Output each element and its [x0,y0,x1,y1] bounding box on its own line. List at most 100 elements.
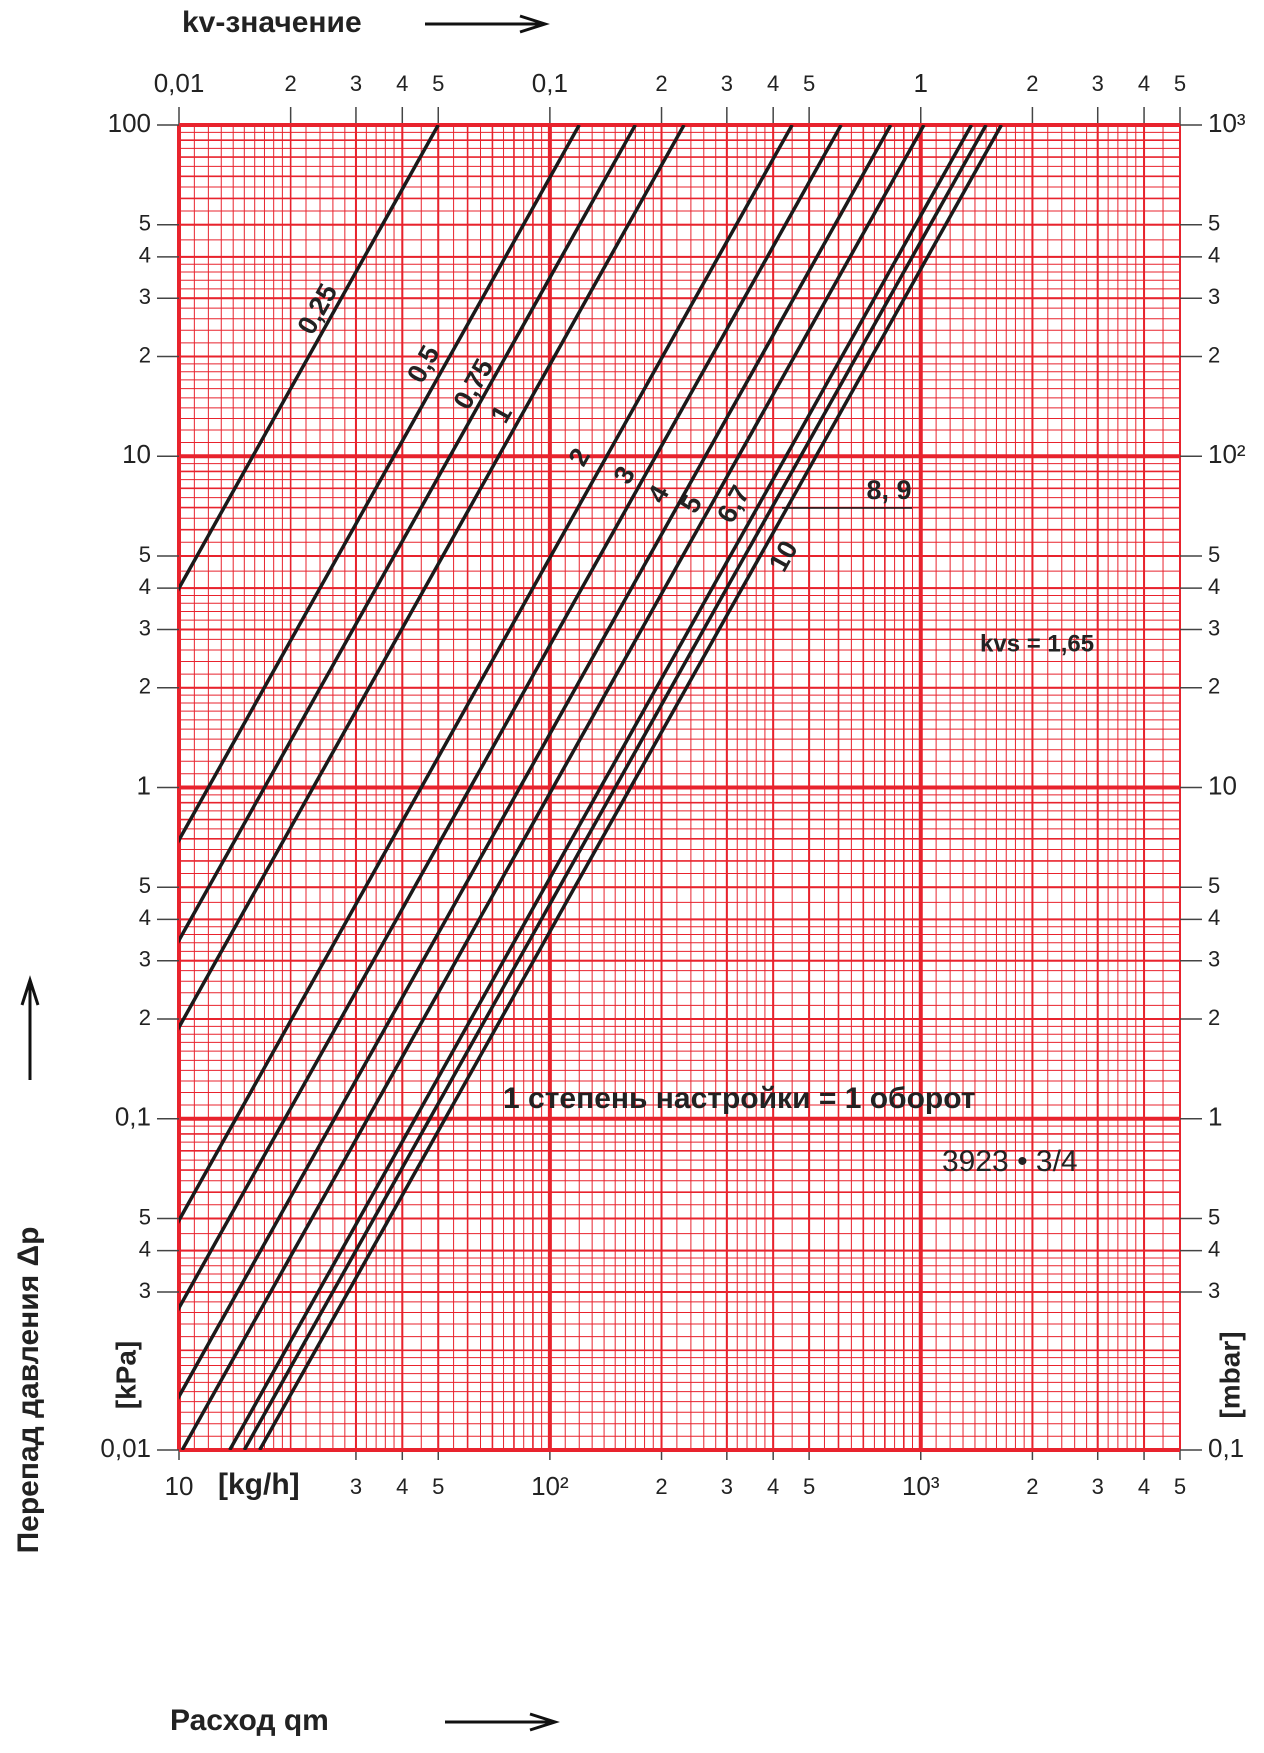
y2-tick-label: 4 [1208,574,1220,599]
y-tick-label: 4 [139,574,151,599]
curves [179,125,1003,1450]
x2-tick-label: 4 [1138,71,1150,96]
x-tick-label: 10² [531,1471,569,1501]
x-tick-label: 2 [655,1474,667,1499]
y2-tick-label: 10 [1208,770,1237,800]
x2-tick-label: 4 [767,71,779,96]
y2-tick-label: 3 [1208,1278,1220,1303]
y2-tick-label: 2 [1208,342,1220,367]
x-tick-label: 5 [432,1474,444,1499]
kv-line [179,125,581,844]
y-tick-label: 5 [139,211,151,236]
y2-tick-label: 2 [1208,1005,1220,1030]
y2-tick-label: 5 [1208,211,1220,236]
y2-tick-label: 10³ [1208,108,1246,138]
x2-tick-label: 0,1 [532,68,568,98]
y-unit: [kPa] [110,1341,141,1409]
x-tick-label: 10 [165,1471,194,1501]
kv-line [242,125,988,1450]
kv-line [228,125,973,1450]
y-tick-label: 5 [139,542,151,567]
y-tick-label: 4 [139,905,151,930]
y2-tick-label: 5 [1208,873,1220,898]
x2-tick-label: 1 [914,68,928,98]
y2-tick-label: 3 [1208,284,1220,309]
x-axis-label: Расход qm [170,1704,329,1737]
kv-line [179,125,794,1224]
kv-line [179,125,637,944]
y-tick-label: 5 [139,1204,151,1229]
x2-axis-label: kv-значение [182,6,362,39]
y-tick-label: 5 [139,873,151,898]
x-tick-label: 3 [1092,1474,1104,1499]
x2-tick-label: 3 [350,71,362,96]
grid: 10 3 4 5 10² 2 3 4 5 10³ 2 3 4 50,01 2 3 4 5 0,1 2 3 4 5 1 2 3 4 51… [100,68,1246,1501]
y2-tick-label: 4 [1208,905,1220,930]
y2-tick-label: 0,1 [1208,1433,1244,1463]
y2-unit: [mbar] [1214,1331,1245,1418]
x-tick-label: 2 [1026,1474,1038,1499]
annotation: 1 степень настройки = 1 оборот [503,1082,976,1115]
y-tick-label: 2 [139,342,151,367]
x-tick-label: 10³ [902,1471,940,1501]
x-tick-label: 4 [396,1474,408,1499]
y-tick-label: 0,01 [100,1433,151,1463]
x2-tick-label: 0,01 [154,68,205,98]
line-label: 4 [642,480,676,508]
y2-tick-label: 5 [1208,1204,1220,1229]
y-tick-label: 100 [108,108,151,138]
kv-line [179,125,843,1312]
arrow [445,1712,560,1732]
y2-tick-label: 3 [1208,947,1220,972]
x2-tick-label: 5 [803,71,815,96]
x2-tick-label: 5 [1174,71,1186,96]
annotation: 3923 • 3/4 [942,1145,1078,1178]
y2-tick-label: 2 [1208,674,1220,699]
kv-line [180,125,926,1450]
y-tick-label: 2 [139,674,151,699]
x2-tick-label: 2 [285,71,297,96]
line-label: 1 [485,400,519,428]
x-unit: [kg/h] [218,1468,300,1501]
x-tick-label: 4 [1138,1474,1150,1499]
x2-tick-label: 2 [655,71,667,96]
kv-line [179,125,686,1031]
y-tick-label: 3 [139,615,151,640]
x2-tick-label: 2 [1026,71,1038,96]
arrow [20,975,40,1080]
line-label: 8, 9 [866,475,911,505]
x-tick-label: 3 [350,1474,362,1499]
x-tick-label: 5 [803,1474,815,1499]
line-label: 3 [608,461,642,489]
x2-tick-label: 4 [396,71,408,96]
y2-tick-label: 4 [1208,243,1220,268]
y2-tick-label: 1 [1208,1102,1222,1132]
y-tick-label: 3 [139,947,151,972]
kv-line [179,125,893,1400]
y-tick-label: 1 [137,770,151,800]
y-tick-label: 2 [139,1005,151,1030]
x2-tick-label: 3 [1092,71,1104,96]
annotation: kvs = 1,65 [980,630,1094,657]
x-tick-label: 4 [767,1474,779,1499]
y-tick-label: 4 [139,1236,151,1261]
kv-line [258,125,1003,1450]
kv-line [179,125,440,592]
y2-tick-label: 3 [1208,615,1220,640]
x-tick-label: 3 [721,1474,733,1499]
y-tick-label: 3 [139,1278,151,1303]
y2-tick-label: 5 [1208,542,1220,567]
y2-tick-label: 10² [1208,439,1246,469]
x2-tick-label: 3 [721,71,733,96]
y-tick-label: 3 [139,284,151,309]
arrow [425,14,550,34]
y-tick-label: 4 [139,243,151,268]
y-tick-label: 0,1 [115,1102,151,1132]
y2-tick-label: 4 [1208,1236,1220,1261]
y-tick-label: 10 [122,439,151,469]
y-axis-label: Перепад давления Δp [12,1227,45,1554]
x-tick-label: 5 [1174,1474,1186,1499]
x2-tick-label: 5 [432,71,444,96]
